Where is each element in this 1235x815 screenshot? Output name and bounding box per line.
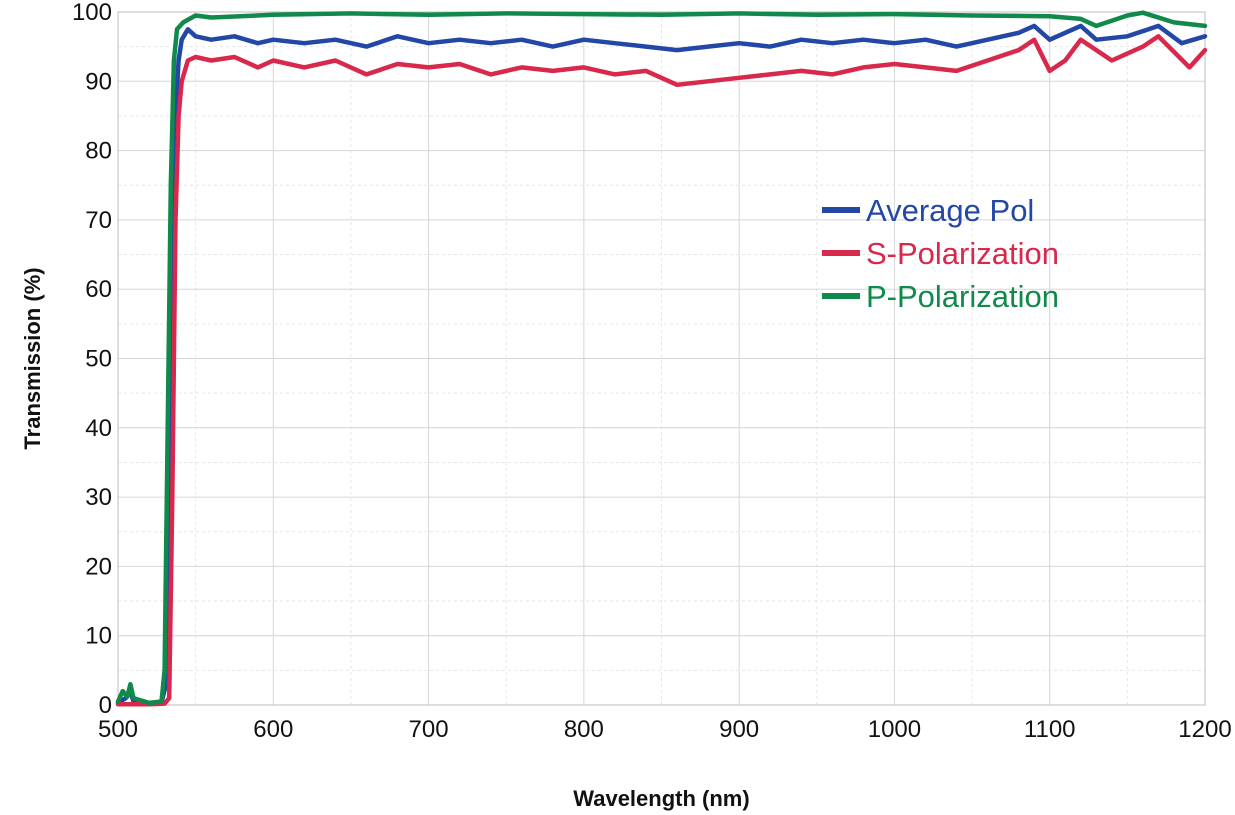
y-axis-title: Transmission (%): [20, 267, 45, 449]
plot-frame: [117, 11, 1206, 706]
series-line-s-polarization: [115, 34, 1208, 707]
y-tick-label: 100: [72, 0, 112, 26]
y-tick-label: 40: [85, 415, 112, 442]
x-tick-label: 900: [719, 716, 759, 743]
x-tick-label: 800: [564, 716, 604, 743]
y-tick-label: 70: [85, 207, 112, 234]
x-tick-label: 1000: [868, 716, 921, 743]
x-tick-label: 500: [98, 716, 138, 743]
legend-label: S-Polarization: [866, 236, 1059, 271]
y-tick-label: 90: [85, 68, 112, 95]
y-tick-label: 10: [85, 623, 112, 650]
y-tick-label: 60: [85, 276, 112, 303]
y-tick-label: 30: [85, 484, 112, 511]
series-layer: [115, 10, 1208, 707]
legend-label: P-Polarization: [866, 279, 1059, 314]
y-tick-label: 0: [99, 692, 112, 719]
y-tick-label: 80: [85, 138, 112, 165]
y-tick-labels: 0 10 20 30 40 50 60 70 80 90 100: [72, 0, 112, 719]
x-tick-label: 700: [409, 716, 449, 743]
grid-lines: [117, 11, 1206, 706]
x-tick-labels: 500 600 700 800 900 1000 1100 1200: [98, 716, 1232, 743]
x-axis-title: Wavelength (nm): [573, 786, 749, 811]
x-tick-label: 1100: [1024, 716, 1076, 743]
x-tick-label: 1200: [1178, 716, 1231, 743]
legend: Average Pol S-Polarization P-Polarization: [822, 193, 1059, 314]
y-tick-label: 50: [85, 346, 112, 373]
series-line-p-polarization: [115, 10, 1208, 706]
x-tick-label: 600: [253, 716, 293, 743]
y-tick-label: 20: [85, 553, 112, 580]
legend-label: Average Pol: [866, 193, 1034, 228]
